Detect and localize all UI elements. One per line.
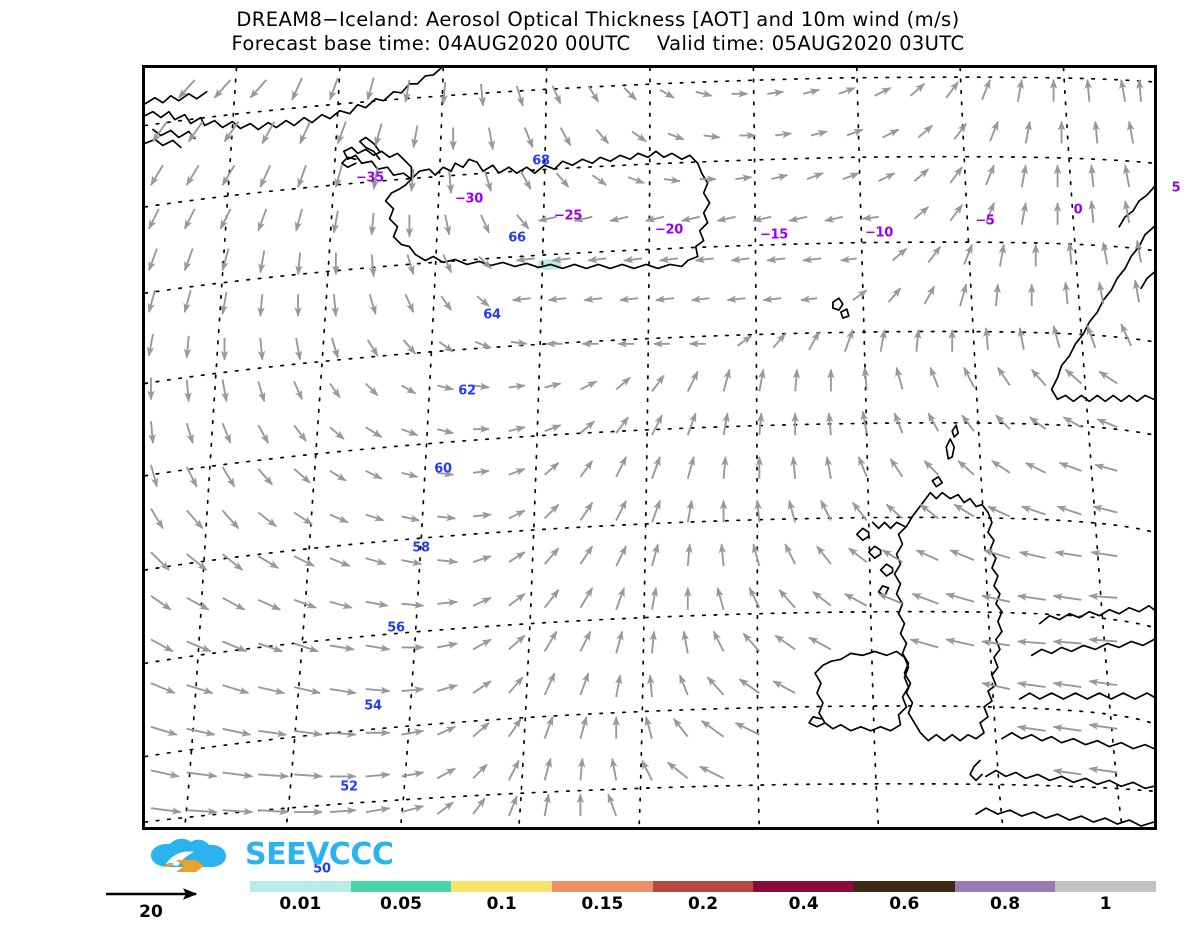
wind-vector-layer <box>146 77 1144 817</box>
colorbar-tick-0-6: 0.6 <box>889 894 920 914</box>
latitude-label-56: 56 <box>387 620 405 636</box>
colorbar-segment-6[interactable] <box>854 881 955 892</box>
colorbar-segment-5[interactable] <box>753 881 855 892</box>
chart-title-block: DREAM8−Iceland: Aerosol Optical Thicknes… <box>0 8 1196 56</box>
longitude-label-neg35: −35 <box>355 170 385 186</box>
colorbar-segment-8[interactable] <box>1055 881 1157 892</box>
colorbar-segment-1[interactable] <box>350 881 452 892</box>
colorbar-tick-0-2: 0.2 <box>687 894 719 914</box>
colorbar-tick-0-05: 0.05 <box>380 894 422 914</box>
longitude-label-neg25: −25 <box>553 208 583 224</box>
coastline-layer <box>145 68 1154 827</box>
chart-title-line-2: Forecast base time: 04AUG2020 00UTC Vali… <box>231 31 965 55</box>
longitude-label-neg15: −15 <box>759 227 789 243</box>
colorbar-tick-1: 1 <box>1099 894 1112 914</box>
latitude-label-64: 64 <box>483 307 501 323</box>
longitude-label-0: 0 <box>1073 202 1083 218</box>
colorbar-segment-3[interactable] <box>552 881 653 892</box>
longitude-label-neg20: −20 <box>654 222 684 238</box>
latitude-label-62: 62 <box>458 383 476 399</box>
wind-scale-reference: 20 <box>104 886 216 924</box>
latitude-label-66: 66 <box>508 230 526 246</box>
colorbar-segment-2[interactable] <box>451 881 553 892</box>
wind-scale-arrow-icon <box>106 888 198 900</box>
longitude-label-5: 5 <box>1171 180 1181 196</box>
latitude-label-60: 60 <box>434 461 452 477</box>
seevccc-logo[interactable]: SEEVCCC <box>146 836 394 874</box>
logo-text: SEEVCCC <box>245 837 394 872</box>
chart-title-line-1: DREAM8−Iceland: Aerosol Optical Thicknes… <box>236 8 960 31</box>
colorbar-segment-4[interactable] <box>652 881 754 892</box>
graticule-layer <box>145 68 1154 827</box>
cloud-icon <box>151 838 226 872</box>
latitude-label-50: 50 <box>313 861 331 877</box>
colorbar-tick-0-4: 0.4 <box>788 894 819 914</box>
latitude-label-54: 54 <box>364 698 382 714</box>
latitude-label-58: 58 <box>412 540 430 556</box>
longitude-label-neg10: −10 <box>864 225 894 241</box>
colorbar-tick-0-15: 0.15 <box>581 894 624 914</box>
latitude-label-52: 52 <box>340 779 358 795</box>
longitude-label-neg5: −5 <box>975 213 995 229</box>
map-canvas <box>145 68 1154 827</box>
latitude-label-68: 68 <box>532 153 550 169</box>
colorbar-segment-7[interactable] <box>954 881 1056 892</box>
colorbar-tick-0-8: 0.8 <box>989 894 1021 914</box>
colorbar-tick-0-01: 0.01 <box>279 894 322 914</box>
aot-colorbar-ticks: 0.01 0.05 0.1 0.15 0.2 0.4 0.6 0.8 1 <box>250 894 1156 920</box>
wind-scale-value: 20 <box>139 902 163 922</box>
map-panel[interactable] <box>142 65 1157 830</box>
aot-colorbar[interactable] <box>250 881 1157 892</box>
colorbar-tick-0-1: 0.1 <box>486 894 517 914</box>
longitude-label-neg30: −30 <box>454 191 484 207</box>
colorbar-segment-0[interactable] <box>250 881 351 892</box>
